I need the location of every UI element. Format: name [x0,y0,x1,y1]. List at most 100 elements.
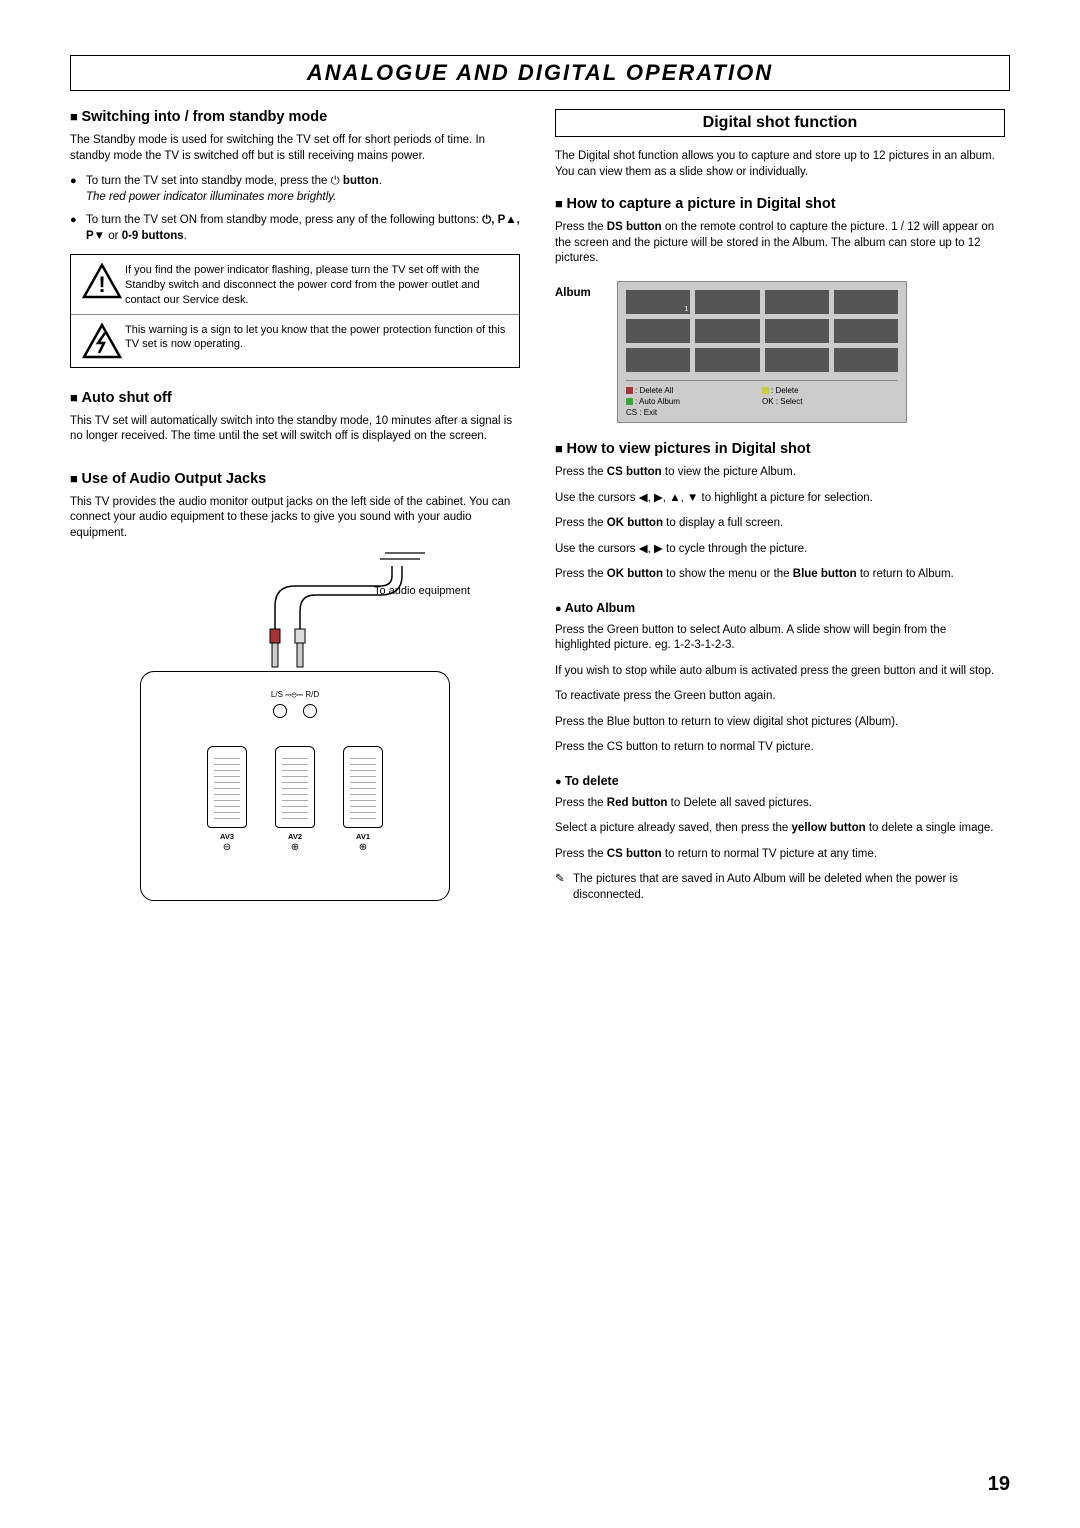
text: Red button [607,797,668,809]
title-bar: ANALOGUE AND DIGITAL OPERATION [70,55,1010,91]
paragraph: Use the cursors ◀, ▶, ▲, ▼ to highlight … [555,491,1005,507]
paragraph: Press the CS button to return to normal … [555,847,1005,863]
bullet-dot-icon: ● [70,174,86,205]
text: CS button [607,466,662,478]
warning-text: This warning is a sign to let you know t… [125,321,511,353]
digital-shot-intro: The Digital shot function allows you to … [555,149,1005,180]
text: to delete a single image. [866,822,994,834]
album-footer: : Delete All : Auto Album CS : Exit : De… [626,380,898,419]
thumb [695,290,759,314]
delete-heading: To delete [555,774,1005,788]
paragraph: If you wish to stop while auto album is … [555,664,1005,680]
rca-jacks [141,704,449,718]
auto-shut-paragraph: This TV set will automatically switch in… [70,414,520,445]
thumb [765,348,829,372]
paragraph: Press the CS button to view the picture … [555,465,1005,481]
warning-bolt-icon [79,321,125,361]
scart-icon [343,746,383,828]
text: . [184,230,187,242]
standby-paragraph: The Standby mode is used for switching t… [70,133,520,164]
bullet-item: ● To turn the TV set ON from standby mod… [70,213,520,244]
warning-triangle-icon: ! [79,261,125,301]
power-icon: ⏻ [482,214,491,226]
paragraph: Press the OK button to show the menu or … [555,567,1005,583]
text: OK button [607,517,663,529]
text: : Delete All [635,386,673,395]
thumb [626,319,690,343]
audio-jacks-paragraph: This TV provides the audio monitor outpu… [70,495,520,542]
footer-col: : Delete OK : Select [762,385,898,419]
paragraph: Use the cursors ◀, ▶ to cycle through th… [555,542,1005,558]
scart-sub-icon: ⊖ [207,842,247,853]
text: to show the menu or the [663,568,793,580]
auto-album-heading: Auto Album [555,601,1005,615]
scart-label: AV3 [207,832,247,841]
text: button [340,175,379,187]
scart-row: AV3 ⊖ AV2 ⊕ AV1 ⊕ [141,746,449,853]
text: to display a full screen. [663,517,783,529]
audio-diagram: To audio equipment L/S ⎓⊖⎓ R/D AV3 ⊖ [130,551,460,901]
note-item: ✎ The pictures that are saved in Auto Al… [555,872,1005,903]
capture-paragraph: Press the DS button on the remote contro… [555,220,1005,267]
text: Blue button [793,568,857,580]
page-title: ANALOGUE AND DIGITAL OPERATION [71,60,1009,86]
text: to view the picture Album. [662,466,796,478]
text: Press the [555,466,607,478]
album-grid: 1 [626,290,898,372]
text: OK : Select [762,397,802,406]
album-diagram: Album 1 : De [555,281,1005,424]
thumb-num: 1 [684,306,690,314]
scart-label: AV2 [275,832,315,841]
thumb [765,319,829,343]
thumb [834,348,898,372]
paragraph: Press the Blue button to return to view … [555,715,1005,731]
thumb [834,290,898,314]
text: DS button [607,221,662,233]
footer-col: : Delete All : Auto Album CS : Exit [626,385,762,419]
scart-sub-icon: ⊕ [275,842,315,853]
warning-box: ! If you find the power indicator flashi… [70,254,520,368]
paragraph: Select a picture already saved, then pre… [555,821,1005,837]
text: OK button [607,568,663,580]
green-square-icon [626,398,633,405]
bullet-text: To turn the TV set into standby mode, pr… [86,174,520,205]
view-heading: How to view pictures in Digital shot [555,441,1005,457]
standby-bullets: ● To turn the TV set into standby mode, … [70,174,520,244]
capture-heading: How to capture a picture in Digital shot [555,196,1005,212]
note-text: The pictures that are saved in Auto Albu… [573,872,1005,903]
text: To turn the TV set ON from standby mode,… [86,214,482,226]
paragraph: Press the Green button to select Auto al… [555,623,1005,654]
text: : Auto Album [635,397,680,406]
text: CS : Exit [626,408,657,417]
thumb [834,319,898,343]
scart-icon [207,746,247,828]
two-column-layout: Switching into / from standby mode The S… [70,109,1010,903]
warning-row: This warning is a sign to let you know t… [71,314,519,367]
text: Press the [555,221,607,233]
red-square-icon [626,387,633,394]
thumb [695,348,759,372]
warning-text: If you find the power indicator flashing… [125,261,511,308]
scart-icon [275,746,315,828]
text: Press the [555,797,607,809]
album-box: 1 : Delete All : Auto Albu [617,281,907,424]
pencil-icon: ✎ [555,872,573,903]
bullet-item: ● To turn the TV set into standby mode, … [70,174,520,205]
paragraph: To reactivate press the Green button aga… [555,689,1005,705]
text: Press the [555,848,607,860]
rca-left-icon [273,704,287,718]
text: or [105,230,122,242]
paragraph: Press the CS button to return to normal … [555,740,1005,756]
thumb [626,348,690,372]
scart-sub-icon: ⊕ [343,842,383,853]
av-panel: L/S ⎓⊖⎓ R/D AV3 ⊖ AV2 ⊕ [140,671,450,901]
scart-label: AV1 [343,832,383,841]
scart-block: AV2 ⊕ [275,746,315,853]
yellow-square-icon [762,387,769,394]
bullet-text: To turn the TV set ON from standby mode,… [86,213,520,244]
cable-drawing: To audio equipment [130,551,460,671]
paragraph: Press the Red button to Delete all saved… [555,796,1005,812]
text: to return to Album. [857,568,954,580]
warning-row: ! If you find the power indicator flashi… [71,255,519,314]
rca-right-icon [303,704,317,718]
